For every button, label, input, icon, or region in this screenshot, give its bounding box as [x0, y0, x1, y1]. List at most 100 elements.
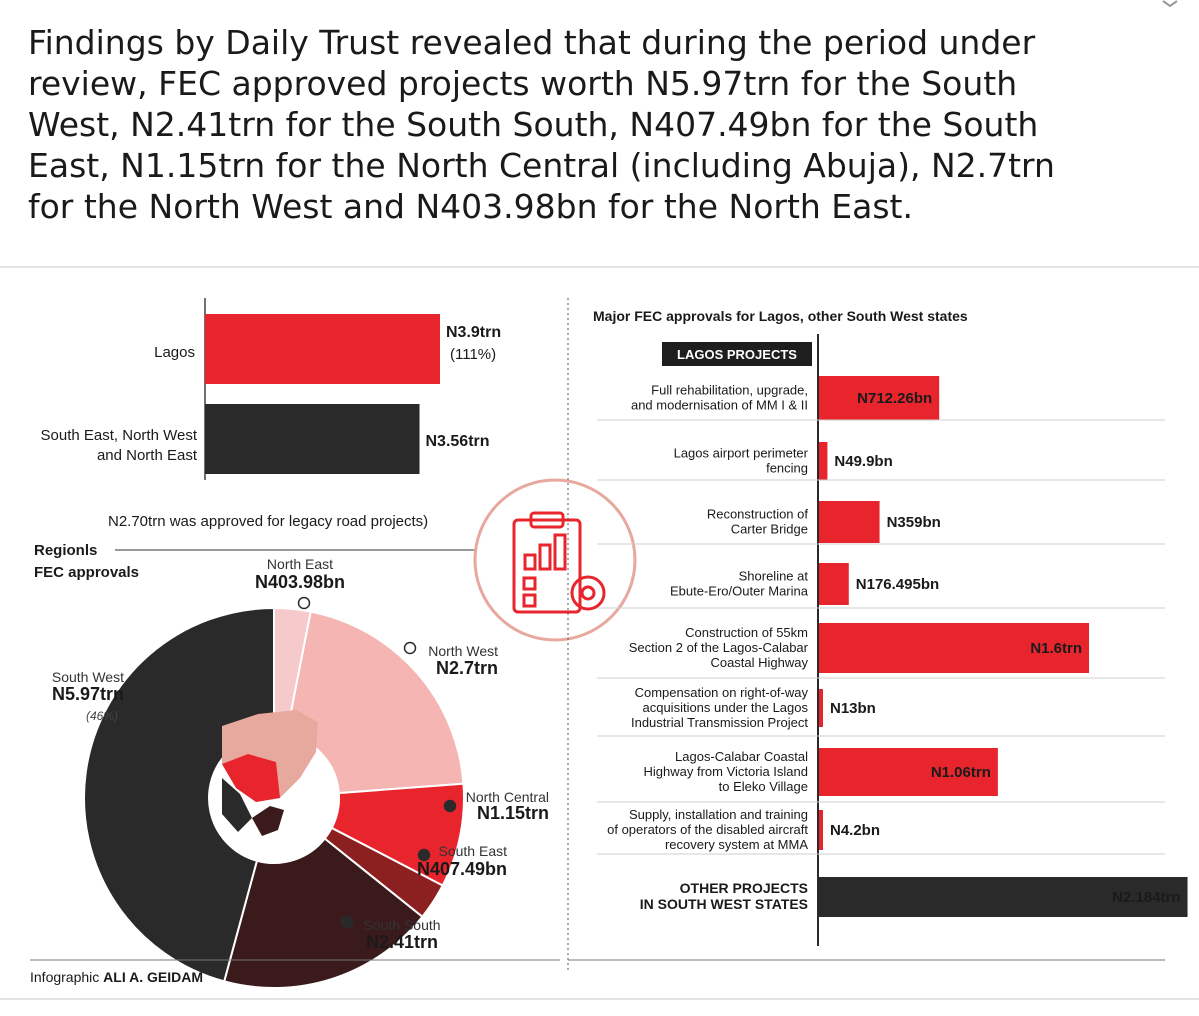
callout-dot — [297, 596, 311, 610]
project-label: Ebute-Ero/Outer Marina — [670, 584, 809, 599]
project-label: Full rehabilitation, upgrade, — [651, 383, 808, 398]
clipboard-clip — [529, 511, 565, 529]
chevron-down-icon[interactable] — [1160, 0, 1180, 8]
regional-donut-chart: Regionls FEC approvals North EastN403.98bn… — [34, 542, 549, 989]
group-label: LAGOS PROJECTS — [677, 347, 797, 362]
project-label: Industrial Transmission Project — [631, 715, 808, 730]
bar — [819, 689, 823, 727]
bar-value-label: N4.2bn — [830, 822, 880, 839]
project-label: and modernisation of MM I & II — [631, 398, 808, 413]
donut-slice — [222, 837, 424, 989]
donut-title: Regionls — [34, 542, 97, 559]
slice-value: N1.15trn — [477, 803, 549, 823]
slice-name: North West — [428, 643, 498, 659]
slice-name: South East — [439, 843, 508, 859]
bar-value-label: N1.06trn — [931, 764, 991, 781]
project-label: of operators of the disabled aircraft — [607, 822, 808, 837]
project-label: Reconstruction of — [707, 507, 809, 522]
donut-title: FEC approvals — [34, 564, 139, 581]
project-label: to Eleko Village — [719, 779, 808, 794]
project-label: Coastal Highway — [710, 655, 808, 670]
bar-value-label: N49.9bn — [834, 453, 892, 470]
infographic-credit: Infographic ALI A. GEIDAM — [30, 959, 560, 985]
callout-dot — [129, 681, 143, 695]
chart-bar-shape — [553, 533, 567, 571]
project-label: Shoreline at — [739, 569, 809, 584]
bar — [205, 314, 440, 384]
slice-value: N2.7trn — [436, 658, 498, 678]
project-label: OTHER PROJECTS — [680, 880, 808, 896]
bar — [819, 748, 998, 796]
slice-name: North Central — [466, 789, 549, 805]
bar-category-label: and North East — [97, 447, 198, 464]
group-label-box — [662, 342, 812, 366]
headline-line: review, FEC approved projects worth N5.9… — [28, 64, 1018, 103]
slice-pct: (46%) — [86, 709, 118, 723]
project-label: Lagos airport perimeter — [674, 446, 809, 461]
slice-name: South South — [363, 917, 440, 933]
project-label: Highway from Victoria Island — [644, 764, 809, 779]
bar-value-label: N2.184trn — [1112, 889, 1180, 906]
slice-name: North East — [267, 556, 333, 572]
bar — [819, 877, 1188, 917]
projects-title: Major FEC approvals for Lagos, other Sou… — [593, 308, 968, 324]
project-label: Carter Bridge — [731, 522, 808, 537]
bar-value-label: N1.6trn — [1030, 640, 1082, 657]
slice-value: N2.41trn — [366, 932, 438, 952]
bottom-divider — [0, 998, 1199, 1000]
credit-text: Infographic ALI A. GEIDAM — [30, 969, 203, 985]
callout-dot — [443, 799, 457, 813]
map-illustration — [222, 754, 280, 802]
bar-value-label: N3.56trn — [426, 433, 490, 450]
bar-value-label: N176.495bn — [856, 576, 939, 593]
bar-category-label: South East, North West — [41, 427, 198, 444]
bar — [205, 404, 420, 474]
project-label: Section 2 of the Lagos-Calabar — [629, 640, 809, 655]
credit-prefix: Infographic — [30, 969, 103, 985]
map-illustration — [252, 806, 284, 836]
bar — [819, 442, 828, 480]
project-label: Construction of 55km — [685, 625, 808, 640]
credit-name: ALI A. GEIDAM — [103, 969, 203, 985]
clipboard-shape — [512, 518, 582, 614]
checkbox-shape — [522, 593, 537, 608]
project-label: Supply, installation and training — [629, 807, 808, 822]
project-label: Compensation on right-of-way — [635, 685, 809, 700]
bar — [819, 376, 940, 420]
callout-dot — [403, 641, 417, 655]
chart-bar-shape — [538, 543, 552, 571]
bar — [819, 810, 823, 850]
bar-note: (111%) — [450, 346, 496, 363]
callout-dot — [417, 848, 431, 862]
headline-line: Findings by Daily Trust revealed that du… — [28, 23, 1036, 62]
slice-name: South West — [52, 669, 124, 685]
slice-value: N5.97trn — [52, 684, 124, 704]
headline-line: East, N1.15trn for the North Central (in… — [28, 146, 1055, 185]
slice-value: N403.98bn — [255, 572, 345, 592]
donut-slice — [83, 606, 275, 983]
headline-line: for the North West and N403.98bn for the… — [28, 187, 913, 226]
map-illustration — [222, 778, 252, 832]
headline: Findings by Daily Trust revealed that du… — [28, 22, 1178, 227]
bar-value-label: N359bn — [887, 514, 941, 531]
headline-line: West, N2.41trn for the South South, N407… — [28, 105, 1039, 144]
project-label: Lagos-Calabar Coastal — [675, 749, 808, 764]
infographic: N3.9trn (111%) N3.56trn Lagos South East, No… — [30, 298, 1188, 989]
chart-bar-shape — [523, 553, 537, 571]
bar-value-label: N3.9trn — [446, 324, 501, 341]
south-west-projects-chart: Major FEC approvals for Lagos, other Sou… — [567, 298, 1188, 970]
bar — [819, 563, 849, 605]
slice-value: N407.49bn — [417, 859, 507, 879]
bar-value-label: N13bn — [830, 700, 876, 717]
bar-footnote: N2.70trn was approved for legacy road pr… — [108, 513, 428, 530]
project-label: fencing — [766, 461, 808, 476]
gear-shape — [570, 575, 606, 611]
checkbox-shape — [522, 576, 537, 591]
project-label: IN SOUTH WEST STATES — [640, 896, 808, 912]
top-divider — [0, 266, 1199, 268]
callout-dot — [340, 915, 354, 929]
gear-hub — [580, 585, 596, 601]
bar-value-label: N712.26bn — [857, 390, 932, 407]
clipboard-chart-gear-icon — [473, 478, 637, 642]
lagos-vs-regions-chart: N3.9trn (111%) N3.56trn Lagos South East, No… — [41, 298, 501, 530]
